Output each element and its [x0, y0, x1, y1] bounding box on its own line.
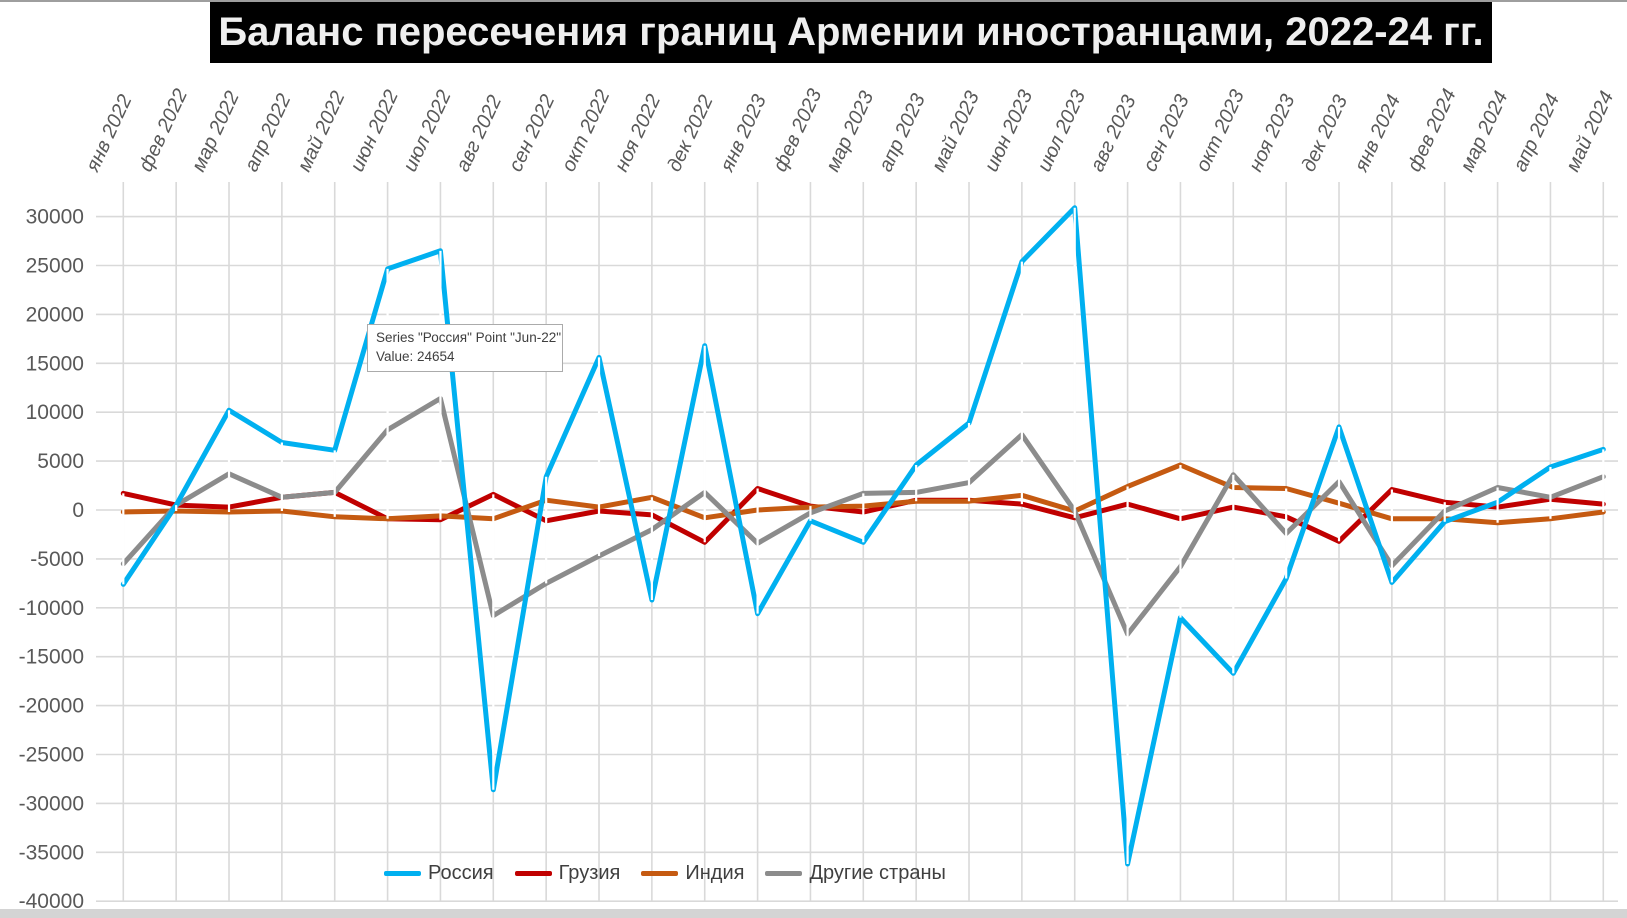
- y-axis-tick-label: 5000: [37, 450, 84, 473]
- x-axis-month-label: янв 2024: [1350, 91, 1405, 176]
- x-axis-month-label: апр 2022: [240, 91, 295, 176]
- x-axis-month-label: дек 2023: [1298, 92, 1352, 175]
- chart-title: Баланс пересечения границ Армении иностр…: [210, 2, 1492, 63]
- india-line-swatch-icon: [641, 870, 679, 876]
- y-axis-tick-label: -35000: [19, 841, 84, 864]
- x-axis-month-label: ноя 2023: [1245, 91, 1300, 175]
- y-axis-tick-label: 10000: [26, 401, 84, 424]
- y-axis-tick-label: -25000: [19, 744, 84, 767]
- y-axis-tick-label: 30000: [26, 206, 84, 229]
- x-axis-month-label: ноя 2022: [610, 91, 665, 175]
- legend-item-russia[interactable]: Россия: [384, 862, 494, 885]
- x-axis-month-label: июл 2023: [1033, 87, 1090, 175]
- x-axis-month-label: май 2022: [293, 88, 349, 175]
- legend-label-georgia: Грузия: [558, 861, 621, 884]
- x-axis-month-label: май 2024: [1562, 88, 1618, 175]
- x-axis-month-label: янв 2022: [81, 91, 136, 176]
- y-axis-tick-label: -5000: [30, 548, 84, 571]
- x-axis-month-label: июл 2022: [399, 87, 456, 175]
- x-axis-month-label: июн 2023: [980, 87, 1037, 175]
- y-axis-tick-label: 25000: [26, 255, 84, 278]
- y-axis-tick-label: -15000: [19, 646, 84, 669]
- y-axis-tick-label: -30000: [19, 792, 84, 815]
- x-axis-month-label: авг 2022: [452, 92, 506, 175]
- x-axis-month-label: июн 2022: [346, 87, 403, 175]
- x-axis-month-label: фев 2024: [1403, 86, 1460, 176]
- x-axis-month-label: мар 2022: [188, 88, 244, 175]
- x-axis-month-label: апр 2023: [875, 91, 930, 176]
- x-axis-month-label: авг 2023: [1086, 92, 1140, 175]
- legend-label-india: Индия: [685, 861, 745, 884]
- x-axis-month-label: окт 2023: [1192, 87, 1249, 176]
- y-axis-tick-label: 15000: [26, 352, 84, 375]
- x-axis-month-label: дек 2022: [663, 92, 717, 175]
- x-axis-month-label: мар 2024: [1456, 88, 1512, 175]
- x-axis-month-label: сен 2022: [505, 91, 560, 175]
- x-axis-month-label: янв 2023: [716, 91, 771, 176]
- georgia-line-swatch-icon: [514, 870, 552, 876]
- x-axis-month-label: сен 2023: [1139, 91, 1194, 175]
- x-axis-month-label: фев 2022: [135, 86, 192, 176]
- legend-item-other-countries[interactable]: Другие страны: [765, 861, 946, 885]
- tooltip-series-point-line: Series "Россия" Point "Jun-22": [376, 330, 562, 345]
- x-axis-month-label: окт 2022: [558, 87, 615, 176]
- legend-item-georgia[interactable]: Грузия: [514, 861, 621, 885]
- russia-line-swatch-icon: [384, 870, 421, 876]
- legend-label-other-countries: Другие страны: [809, 861, 946, 884]
- y-axis-tick-label: -10000: [19, 597, 84, 620]
- window-bottom-edge: [0, 909, 1627, 918]
- x-axis-month-label: фев 2023: [769, 86, 826, 176]
- y-axis-tick-label: -20000: [19, 695, 84, 718]
- x-axis-month-label: май 2023: [928, 88, 984, 175]
- legend-item-india[interactable]: Индия: [641, 862, 744, 885]
- x-axis-month-label: апр 2024: [1509, 91, 1564, 176]
- y-axis-tick-label: -40000: [19, 890, 84, 913]
- legend-label-russia: Россия: [428, 861, 494, 884]
- tooltip-value-line: Value: 24654: [376, 349, 455, 364]
- y-axis-tick-label: 20000: [26, 303, 84, 326]
- data-point-tooltip: Series "Россия" Point "Jun-22" Value: 24…: [367, 324, 563, 372]
- y-axis-tick-label: 0: [72, 499, 84, 522]
- other-countries-line-swatch-icon: [765, 870, 803, 876]
- x-axis-month-label: мар 2023: [822, 88, 878, 175]
- chart-legend: Россия Грузия Индия Другие страны: [384, 858, 946, 888]
